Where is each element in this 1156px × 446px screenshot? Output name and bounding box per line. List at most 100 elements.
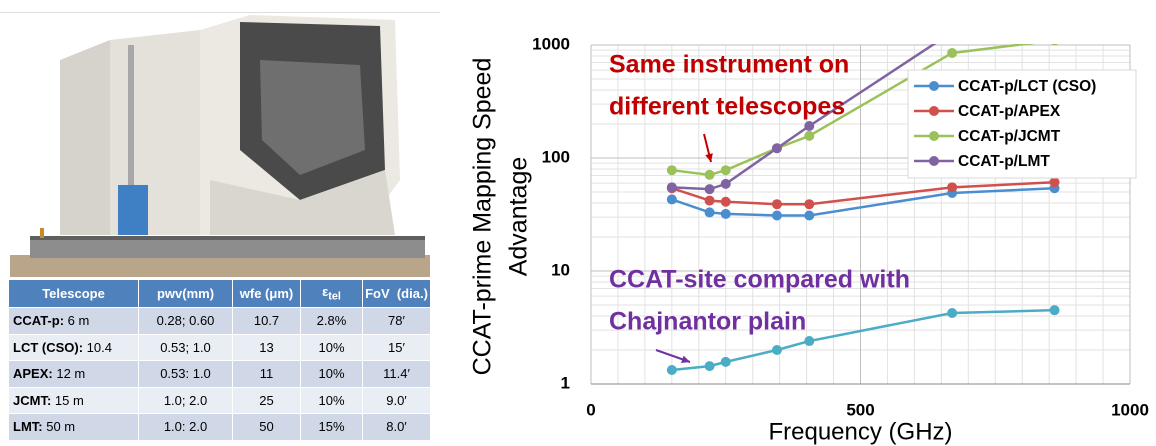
legend-marker (929, 81, 939, 91)
data-point (667, 165, 677, 175)
data-point (947, 27, 957, 37)
table-cell: 11.4′ (363, 361, 431, 388)
table-cell: 10% (301, 387, 363, 414)
table-cell: APEX: 12 m (9, 361, 139, 388)
legend-marker (929, 156, 939, 166)
legend-box (908, 70, 1136, 178)
annotation: Same instrument on (609, 51, 849, 79)
data-point (705, 170, 715, 180)
annotation-arrow (704, 134, 711, 162)
y-tick-label: 10 (551, 260, 570, 279)
telescope-name: CCAT-p: (13, 313, 64, 328)
header-cell: Telescope (9, 280, 139, 308)
header-subscript: tel (328, 291, 341, 303)
data-point (705, 196, 715, 206)
data-point (721, 209, 731, 219)
table-cell: 9.0′ (363, 387, 431, 414)
x-tick-label: 1000 (1111, 400, 1149, 419)
table-cell: 11 (233, 361, 301, 388)
series-line (672, 188, 1055, 215)
data-point (705, 184, 715, 194)
data-point (804, 199, 814, 209)
table-cell: LMT: 50 m (9, 414, 139, 441)
y-axis-title: Advantage (505, 157, 533, 277)
annotation-arrow (656, 350, 690, 362)
data-point (667, 194, 677, 204)
data-point (1050, 35, 1060, 45)
data-point (705, 361, 715, 371)
table-cell: 10% (301, 361, 363, 388)
data-point (804, 131, 814, 141)
annotation: Chajnantor plain (609, 308, 806, 336)
stairs (128, 45, 134, 185)
data-point (947, 188, 957, 198)
x-tick-label: 0 (586, 400, 595, 419)
data-point (772, 199, 782, 209)
series-line (672, 40, 1055, 174)
x-axis-title: Frequency (GHz) (768, 418, 952, 445)
table-cell: 15′ (363, 334, 431, 361)
data-point (667, 182, 677, 192)
table-cell: 1.0; 2.0 (139, 387, 233, 414)
data-point (667, 183, 677, 193)
data-point (721, 179, 731, 189)
data-point (947, 182, 957, 192)
telescope-name: JCMT: (13, 393, 51, 408)
data-point (947, 48, 957, 58)
telescope-size: 10.4 (83, 340, 112, 355)
railing (30, 236, 425, 240)
header-cell: FoV (dia.) (363, 280, 431, 308)
data-point (804, 336, 814, 346)
legend-label: CCAT-p/APEX (958, 103, 1061, 120)
header-text: Telescope (42, 286, 105, 301)
data-point (667, 365, 677, 375)
telescope-size: 15 m (51, 393, 84, 408)
data-point (947, 308, 957, 318)
series-line (672, 182, 1055, 204)
y-tick-label: 1000 (532, 34, 570, 53)
person (40, 228, 44, 238)
y-tick-label: 100 (542, 147, 570, 166)
table-cell: 8.0′ (363, 414, 431, 441)
data-point (721, 357, 731, 367)
table-cell: 15% (301, 414, 363, 441)
legend-label: CCAT-p/JCMT (958, 128, 1061, 145)
legend-label: CCAT-p/LCT (CSO) (958, 78, 1096, 95)
table-row: LCT (CSO): 10.40.53; 1.01310%15′ (9, 334, 431, 361)
x-tick-label: 500 (846, 400, 874, 419)
data-point (721, 197, 731, 207)
series-line (672, 0, 1055, 189)
table-cell: 2.8% (301, 308, 363, 335)
data-point (1050, 183, 1060, 193)
header-cell: εtel (301, 280, 363, 308)
plot-series (667, 0, 1060, 375)
telescope-name: APEX: (13, 366, 53, 381)
telescope-size: 6 m (64, 313, 89, 328)
annotation: CCAT-site compared with (609, 266, 910, 294)
telescope-illustration (0, 0, 440, 280)
legend-marker (929, 106, 939, 116)
legend-label: CCAT-p/LMT (958, 153, 1050, 170)
y-axis-title: CCAT-prime Mapping Speed (469, 58, 497, 376)
header-cell: wfe (μm) (233, 280, 301, 308)
data-point (705, 207, 715, 217)
table-cell: 78′ (363, 308, 431, 335)
tower-left (60, 40, 110, 235)
table-header: Telescopepwv(mm)wfe (μm)εtelFoV (dia.) (9, 280, 431, 308)
header-text: FoV (dia.) (365, 286, 428, 301)
top-rule (0, 12, 440, 13)
y-tick-label: 1 (561, 373, 570, 392)
table-cell: 0.53: 1.0 (139, 361, 233, 388)
table-cell: 10.7 (233, 308, 301, 335)
data-point (1050, 177, 1060, 187)
elevator (118, 185, 148, 235)
table-cell: 50 (233, 414, 301, 441)
table-cell: 0.28; 0.60 (139, 308, 233, 335)
annotation: different telescopes (609, 93, 845, 121)
data-point (772, 210, 782, 220)
table-cell: CCAT-p: 6 m (9, 308, 139, 335)
